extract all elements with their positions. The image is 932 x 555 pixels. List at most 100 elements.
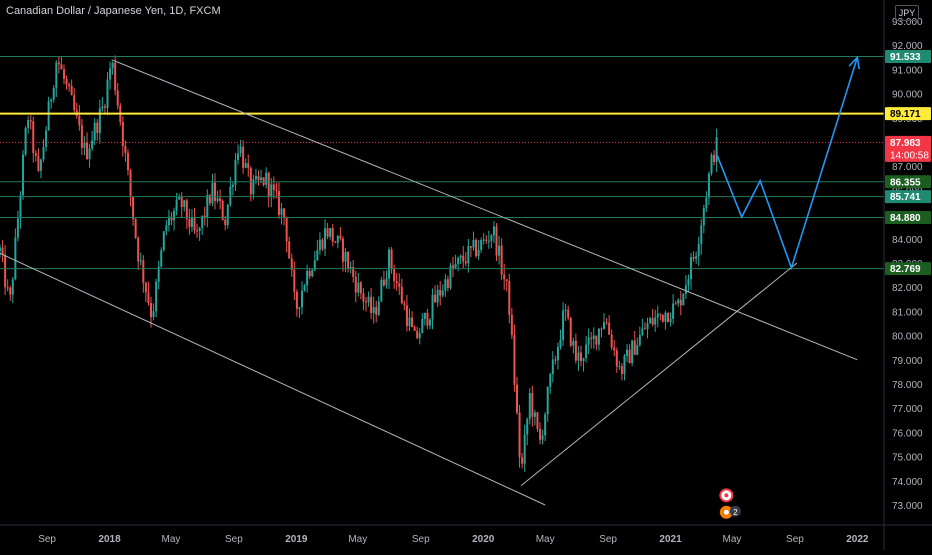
price-tick-label: 92.000: [892, 41, 923, 52]
candle-down: [674, 303, 677, 305]
currency-badge[interactable]: JPY: [895, 5, 919, 21]
candle-down: [398, 283, 401, 287]
candle-down: [605, 322, 608, 324]
candle-down: [288, 241, 291, 259]
candle-down: [116, 90, 119, 106]
candle-up: [418, 333, 421, 339]
price-tick-label: 81.000: [892, 307, 923, 318]
candle-up: [480, 240, 483, 250]
candle-up: [677, 299, 680, 304]
candle-down: [34, 153, 37, 156]
markers-layer[interactable]: 2: [719, 488, 741, 519]
projection-path[interactable]: [715, 57, 859, 271]
time-tick-label: Sep: [38, 534, 56, 545]
candle-up: [160, 250, 163, 267]
candle-up: [472, 239, 475, 248]
candle-up: [101, 106, 104, 109]
candle-down: [185, 200, 188, 220]
projection-layer[interactable]: [715, 55, 860, 271]
candle-down: [73, 95, 76, 111]
candle-up: [178, 196, 181, 200]
candle-up: [303, 285, 306, 291]
candle-down: [510, 314, 513, 336]
candle-up: [234, 159, 237, 185]
candle-down: [70, 86, 73, 96]
price-tick-label: 87.000: [892, 162, 923, 173]
candle-down: [180, 196, 183, 207]
candle-down: [277, 190, 280, 215]
candle-down: [80, 125, 83, 148]
price-tick-label: 79.000: [892, 356, 923, 367]
level-badge[interactable]: 86.355: [885, 175, 931, 189]
candle-up: [421, 319, 424, 334]
candle-down: [615, 350, 618, 367]
candle-up: [551, 359, 554, 374]
candle-up: [206, 195, 209, 218]
trendline-ascending-support[interactable]: [520, 262, 798, 487]
dividend-icon-center: [723, 509, 729, 515]
price-tick-label: 82.000: [892, 283, 923, 294]
candle-up: [155, 281, 158, 312]
candle-down: [579, 352, 582, 362]
candle-down: [352, 267, 355, 277]
candle-up: [587, 337, 590, 345]
candle-up: [167, 216, 170, 226]
candle-down: [334, 241, 337, 243]
candle-up: [649, 318, 652, 324]
candle-up: [707, 173, 710, 198]
level-badge[interactable]: 84.880: [885, 211, 931, 225]
candle-up: [11, 279, 14, 295]
candle-up: [83, 142, 86, 148]
candle-up: [623, 355, 626, 374]
candle-down: [400, 286, 403, 304]
trendline-channel-upper[interactable]: [111, 59, 858, 361]
candle-down: [395, 281, 398, 284]
time-tick-label: May: [348, 534, 367, 545]
level-badge[interactable]: 91.533: [885, 50, 931, 64]
candle-down: [29, 120, 32, 122]
levels-layer[interactable]: [0, 56, 884, 270]
key-level-badge[interactable]: 89.171: [885, 107, 931, 121]
candle-up: [357, 282, 360, 293]
candle-down: [339, 235, 342, 239]
candle-down: [390, 249, 393, 270]
level-badge[interactable]: 85.741: [885, 190, 931, 204]
level-badge-bg: [885, 211, 931, 225]
candle-down: [359, 282, 362, 294]
level-badge-bg: [885, 262, 931, 276]
candle-up: [702, 207, 705, 226]
candle-up: [441, 290, 444, 296]
price-tick-label: 77.000: [892, 404, 923, 415]
level-badge-text: 91.533: [890, 52, 921, 63]
level-badge[interactable]: 82.769: [885, 262, 931, 276]
trendlines-layer[interactable]: [0, 59, 858, 506]
price-axis[interactable]: 73.000 74.000 75.000 76.000 77.000 78.000 79.0…: [883, 0, 931, 550]
candle-up: [646, 323, 649, 330]
candle-down: [462, 255, 465, 262]
candle-up: [449, 265, 452, 288]
time-tick-label: 2018: [98, 534, 121, 545]
candle-down: [643, 328, 646, 330]
time-axis[interactable]: Sep 2018 May Sep 2019 May Sep 2020 May Sep 2021 May…: [0, 524, 932, 545]
candle-up: [564, 309, 567, 311]
candle-down: [651, 318, 654, 325]
candle-down: [679, 299, 682, 306]
candle-up: [88, 148, 91, 159]
candle-down: [224, 219, 227, 225]
candle-up: [597, 328, 600, 345]
candle-down: [188, 219, 191, 227]
candle-down: [403, 303, 406, 306]
candle-up: [98, 108, 101, 133]
candle-up: [582, 358, 585, 362]
candle-up: [265, 172, 268, 185]
candle-up: [682, 293, 685, 306]
candle-up: [372, 307, 375, 314]
candle-down: [375, 307, 378, 315]
candle-down: [121, 122, 124, 147]
trendline-channel-lower[interactable]: [0, 252, 546, 506]
candle-up: [216, 198, 219, 201]
candle-down: [362, 293, 365, 302]
candle-down: [78, 115, 81, 126]
